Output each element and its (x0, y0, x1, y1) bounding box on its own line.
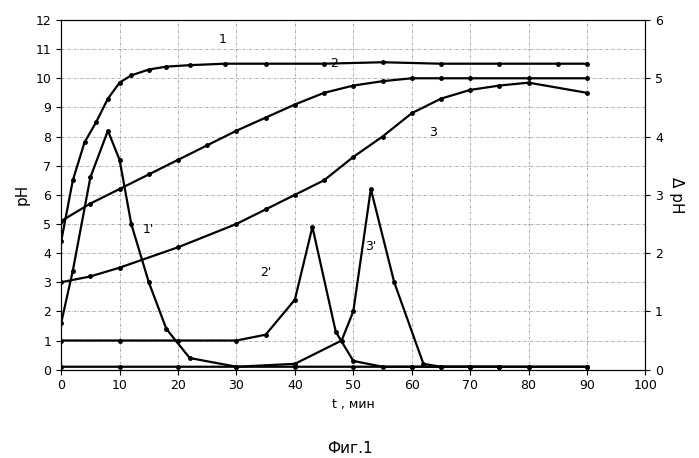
Text: 3: 3 (429, 126, 437, 140)
Text: 1': 1' (143, 223, 154, 235)
Text: 2': 2' (260, 267, 271, 279)
Y-axis label: Δ pH: Δ pH (669, 177, 684, 213)
X-axis label: t , мин: t , мин (332, 398, 375, 411)
Y-axis label: pH: pH (15, 184, 30, 206)
Text: 3': 3' (365, 240, 376, 253)
Text: 2: 2 (330, 56, 338, 70)
Text: Фиг.1: Фиг.1 (326, 442, 373, 457)
Text: 1: 1 (219, 33, 226, 46)
